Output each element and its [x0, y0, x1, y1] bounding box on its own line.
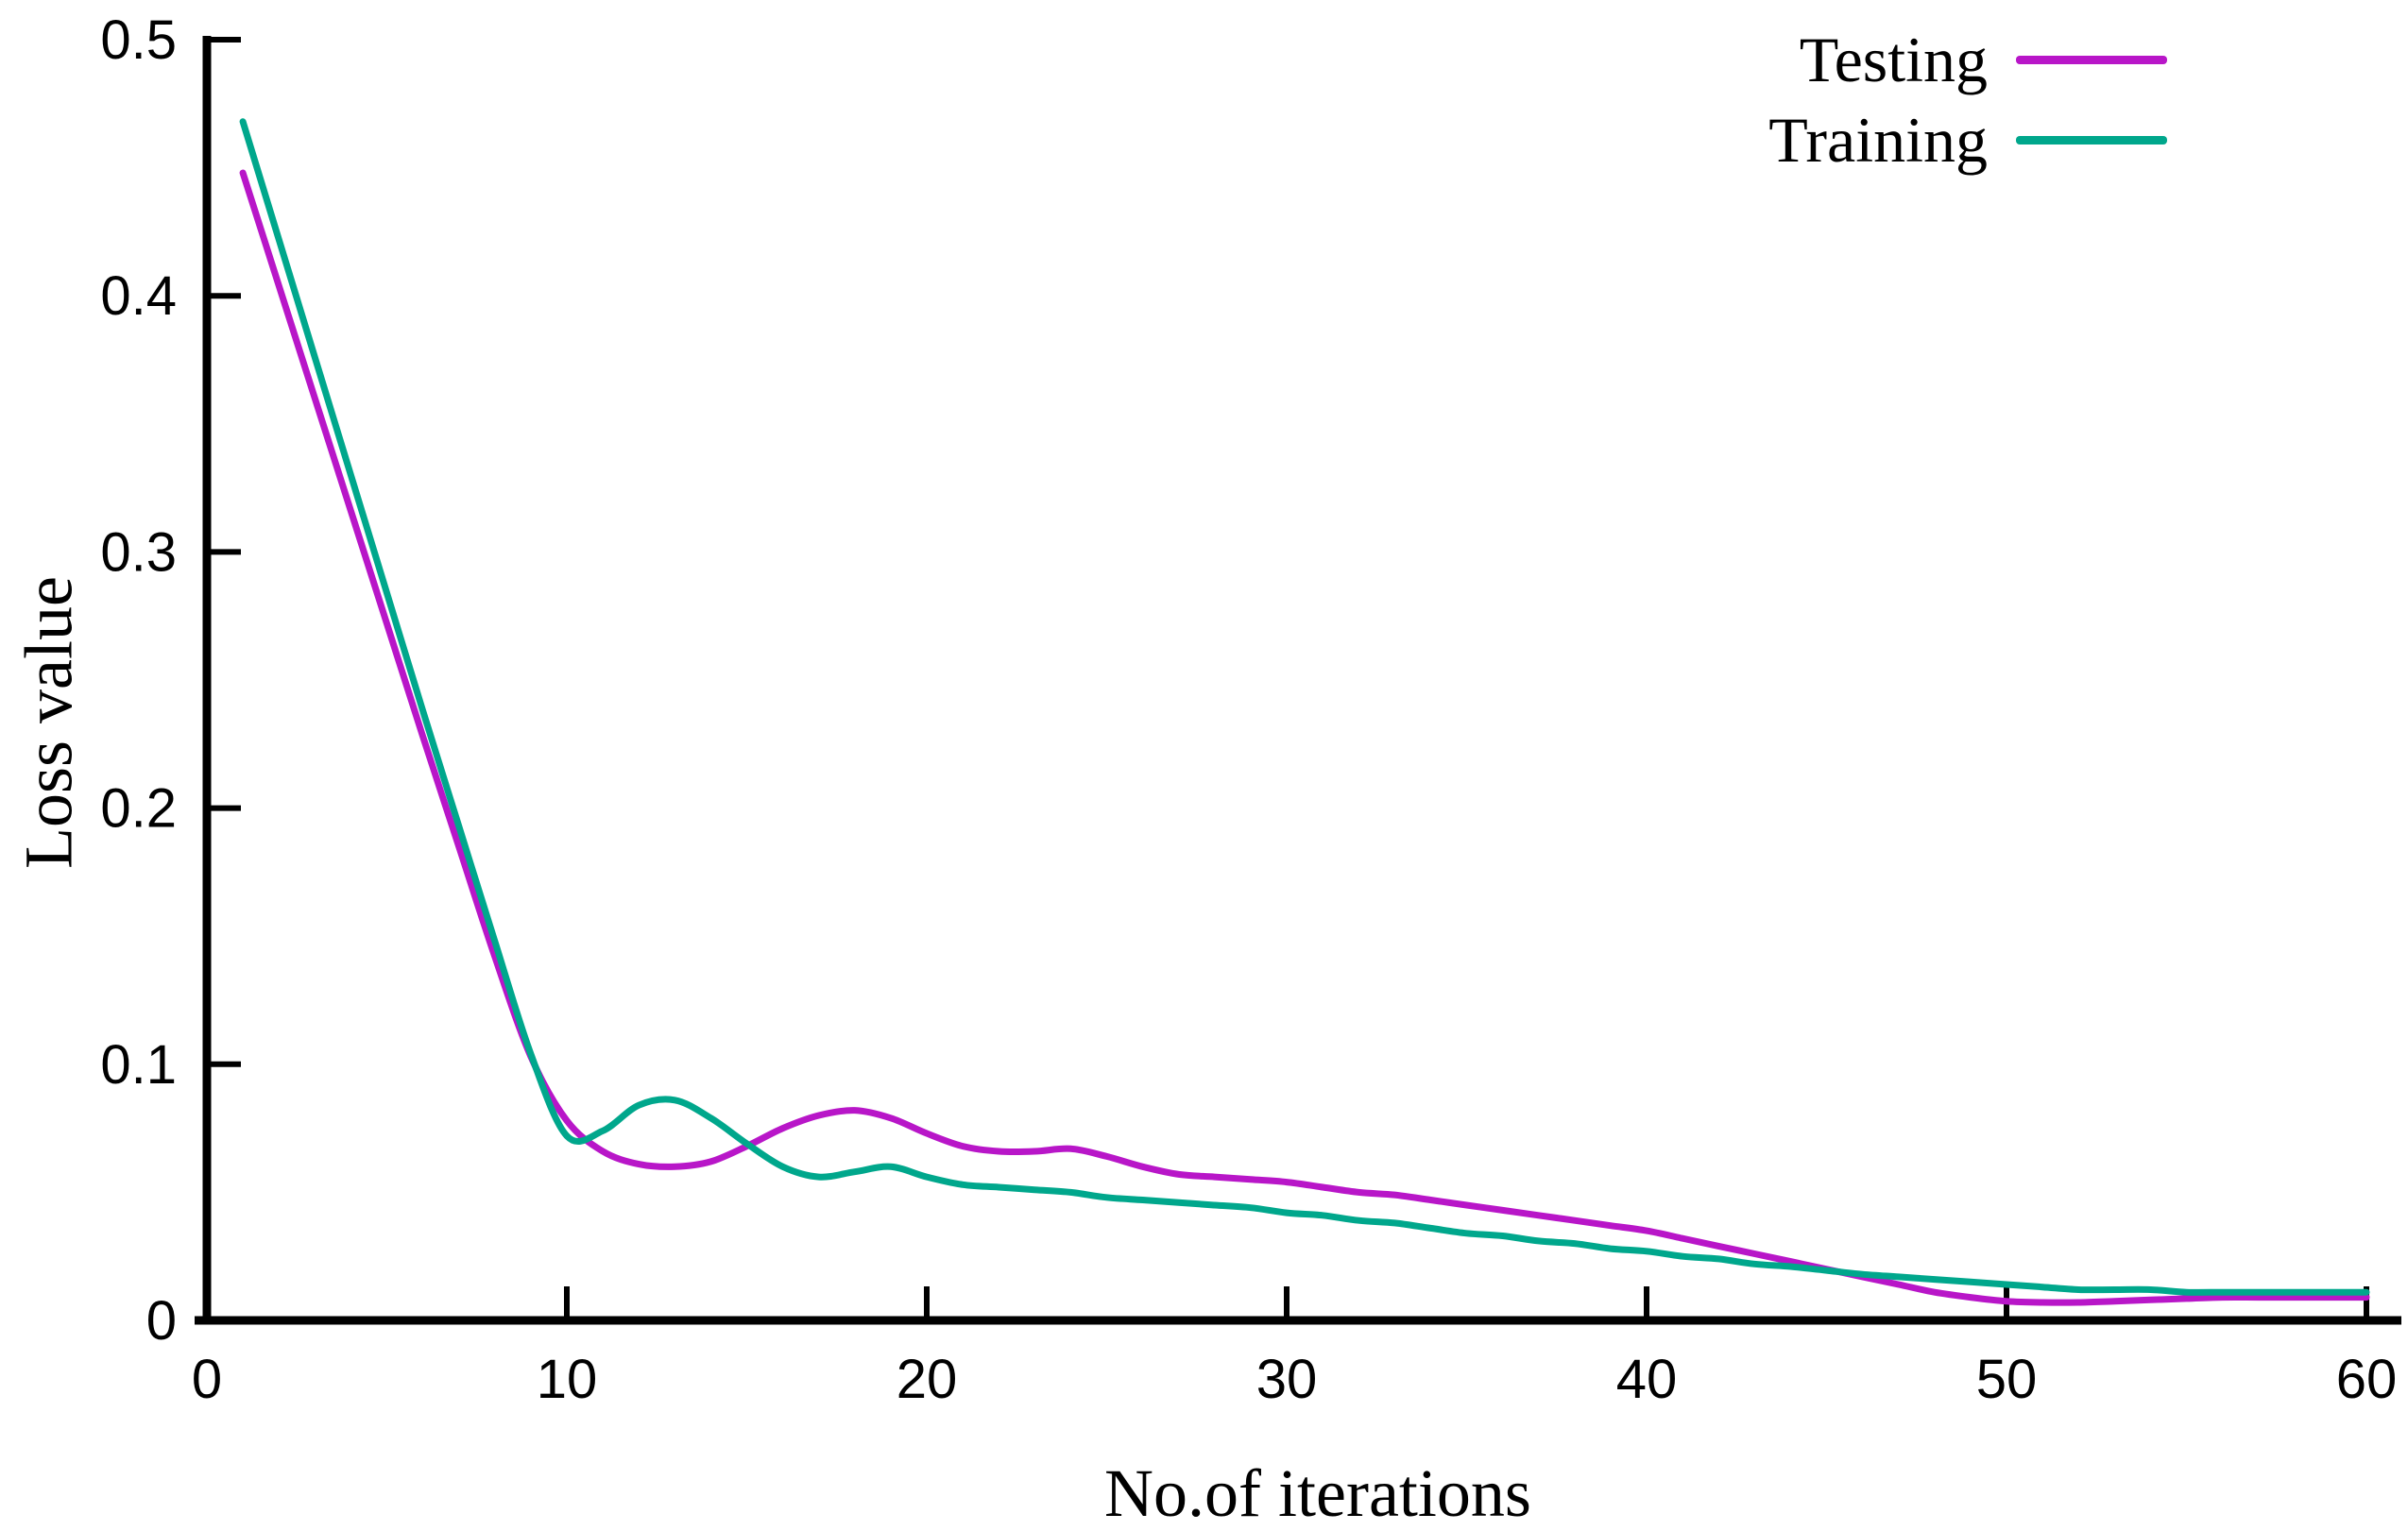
legend: Testing Training: [1768, 23, 2167, 178]
legend-item-training: Training: [1768, 103, 2167, 178]
legend-label-testing: Testing: [1799, 24, 1988, 95]
y-tick-label: 0.1: [100, 1034, 177, 1096]
curve-training: [239, 118, 2370, 1296]
x-tick-label: 60: [2336, 1349, 2398, 1410]
y-tick-label: 0.4: [100, 265, 177, 327]
y-tick-label: 0.2: [100, 778, 177, 840]
x-tick-label: 0: [192, 1349, 222, 1410]
y-tick-label: 0.3: [100, 521, 177, 583]
legend-item-testing: Testing: [1768, 23, 2167, 97]
x-tick-label: 10: [537, 1349, 598, 1410]
x-tick-label: 50: [1976, 1349, 2038, 1410]
x-tick-label: 20: [897, 1349, 958, 1410]
y-tick-label: 0.5: [100, 9, 177, 71]
x-tick-label: 30: [1256, 1349, 1318, 1410]
legend-label-training: Training: [1768, 104, 1988, 176]
x-tick-label: 40: [1616, 1349, 1678, 1410]
y-tick-label: 0: [146, 1290, 177, 1352]
x-axis-title: No.of iterations: [1104, 1455, 1531, 1531]
legend-swatch-training: [2016, 136, 2167, 145]
legend-swatch-testing: [2016, 56, 2167, 64]
y-axis-title: Loss value: [10, 576, 87, 869]
